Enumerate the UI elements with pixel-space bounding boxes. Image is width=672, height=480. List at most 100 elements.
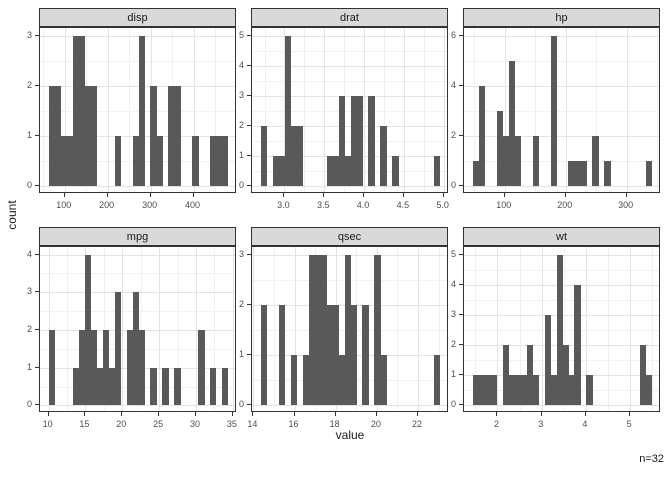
gridline-minor-x xyxy=(596,28,598,192)
gridline-major-x xyxy=(232,247,234,411)
y-tick-mark xyxy=(35,135,39,137)
y-tick-mark xyxy=(459,253,463,255)
x-tick-mark xyxy=(121,412,123,416)
gridline-minor-y xyxy=(464,161,659,163)
y-tick-label: 3 xyxy=(238,248,244,259)
y-tick-mark xyxy=(247,185,251,187)
y-tick-mark xyxy=(247,404,251,406)
gridline-minor-x xyxy=(563,247,565,411)
gridline-major-x xyxy=(443,28,445,192)
x-tick-mark xyxy=(442,193,444,197)
x-tick-label: 300 xyxy=(142,200,158,210)
gridline-major-x xyxy=(626,28,628,192)
gridline-major-y xyxy=(464,35,659,37)
gridline-major-y xyxy=(252,126,447,128)
x-tick-mark xyxy=(625,193,627,197)
gridline-major-y xyxy=(40,186,235,188)
gridline-minor-x xyxy=(475,247,477,411)
y-tick-label: 4 xyxy=(238,59,244,70)
y-tick-label: 1 xyxy=(238,150,244,161)
histogram-bar xyxy=(574,284,581,406)
x-tick-label: 5.0 xyxy=(436,200,449,210)
histogram-bar xyxy=(508,375,516,406)
y-tick-mark xyxy=(459,34,463,36)
histogram-bar xyxy=(162,367,169,406)
gridline-minor-y xyxy=(40,273,235,275)
gridline-major-x xyxy=(630,247,632,411)
y-tick-label: 5 xyxy=(450,248,456,259)
facet-panel-qsec xyxy=(251,246,448,412)
x-tick-mark xyxy=(417,412,419,416)
x-tick-mark xyxy=(503,193,505,197)
histogram-bar xyxy=(344,254,351,406)
y-tick-mark xyxy=(247,303,251,305)
histogram-bar xyxy=(544,314,551,406)
gridline-major-x xyxy=(497,247,499,411)
x-tick-label: 4 xyxy=(582,419,588,429)
histogram-bar xyxy=(332,304,339,406)
y-tick-mark xyxy=(35,84,39,86)
x-tick-label: 22 xyxy=(412,419,423,429)
gridline-minor-x xyxy=(215,28,217,192)
histogram-bar xyxy=(646,375,653,406)
x-tick-label: 4.5 xyxy=(396,200,410,210)
facet-strip-qsec: qsec xyxy=(251,227,448,246)
histogram-bar xyxy=(90,85,98,187)
x-tick-mark xyxy=(564,193,566,197)
histogram-bar xyxy=(284,35,292,187)
x-tick-mark xyxy=(323,193,325,197)
gridline-minor-y xyxy=(464,60,659,62)
histogram-bar xyxy=(472,161,480,187)
gridline-major-x xyxy=(294,247,296,411)
histogram-bar xyxy=(102,330,109,406)
histogram-bar xyxy=(350,304,357,406)
histogram-bar xyxy=(344,156,351,187)
y-tick-mark xyxy=(35,34,39,36)
histogram-bar xyxy=(210,136,217,187)
histogram-bar xyxy=(84,254,92,406)
gridline-minor-x xyxy=(264,28,266,192)
histogram-bar xyxy=(72,35,80,187)
facet-strip-wt: wt xyxy=(463,227,660,246)
histogram-bar xyxy=(502,345,510,406)
histogram-bar xyxy=(114,136,121,187)
histogram-bar xyxy=(320,254,327,406)
histogram-bar xyxy=(434,156,441,187)
histogram-bar xyxy=(174,85,181,187)
facet-panel-disp xyxy=(39,27,236,193)
x-axis-title: value xyxy=(335,428,365,442)
y-tick-mark xyxy=(247,125,251,127)
histogram-bar xyxy=(278,304,286,406)
x-tick-label: 18 xyxy=(329,419,340,429)
histogram-bar xyxy=(222,367,229,406)
x-tick-mark xyxy=(629,412,631,416)
histogram-bar xyxy=(66,136,74,187)
x-tick-mark xyxy=(47,412,49,416)
gridline-minor-x xyxy=(474,28,476,192)
histogram-bar xyxy=(514,136,522,187)
gridline-minor-y xyxy=(40,111,235,112)
y-tick-label: 0 xyxy=(26,180,32,191)
histogram-bar xyxy=(362,304,369,406)
x-tick-mark xyxy=(375,412,377,416)
x-tick-label: 30 xyxy=(189,419,200,429)
histogram-bar xyxy=(260,126,268,187)
gridline-major-x xyxy=(193,28,195,192)
y-tick-mark xyxy=(459,374,463,376)
x-tick-label: 3.5 xyxy=(316,200,330,210)
gridline-minor-x xyxy=(438,247,440,411)
histogram-bar xyxy=(48,330,56,406)
gridline-major-y xyxy=(252,95,447,97)
histogram-bar xyxy=(150,85,157,187)
x-tick-mark xyxy=(149,193,151,197)
y-tick-mark xyxy=(459,84,463,86)
histogram-bar xyxy=(356,95,363,187)
gridline-minor-y xyxy=(252,80,447,82)
y-tick-mark xyxy=(459,283,463,285)
gridline-major-x xyxy=(253,247,255,411)
histogram-bar xyxy=(592,136,599,187)
gridline-major-x xyxy=(159,247,161,411)
gridline-minor-x xyxy=(535,28,537,192)
y-tick-mark xyxy=(247,94,251,96)
